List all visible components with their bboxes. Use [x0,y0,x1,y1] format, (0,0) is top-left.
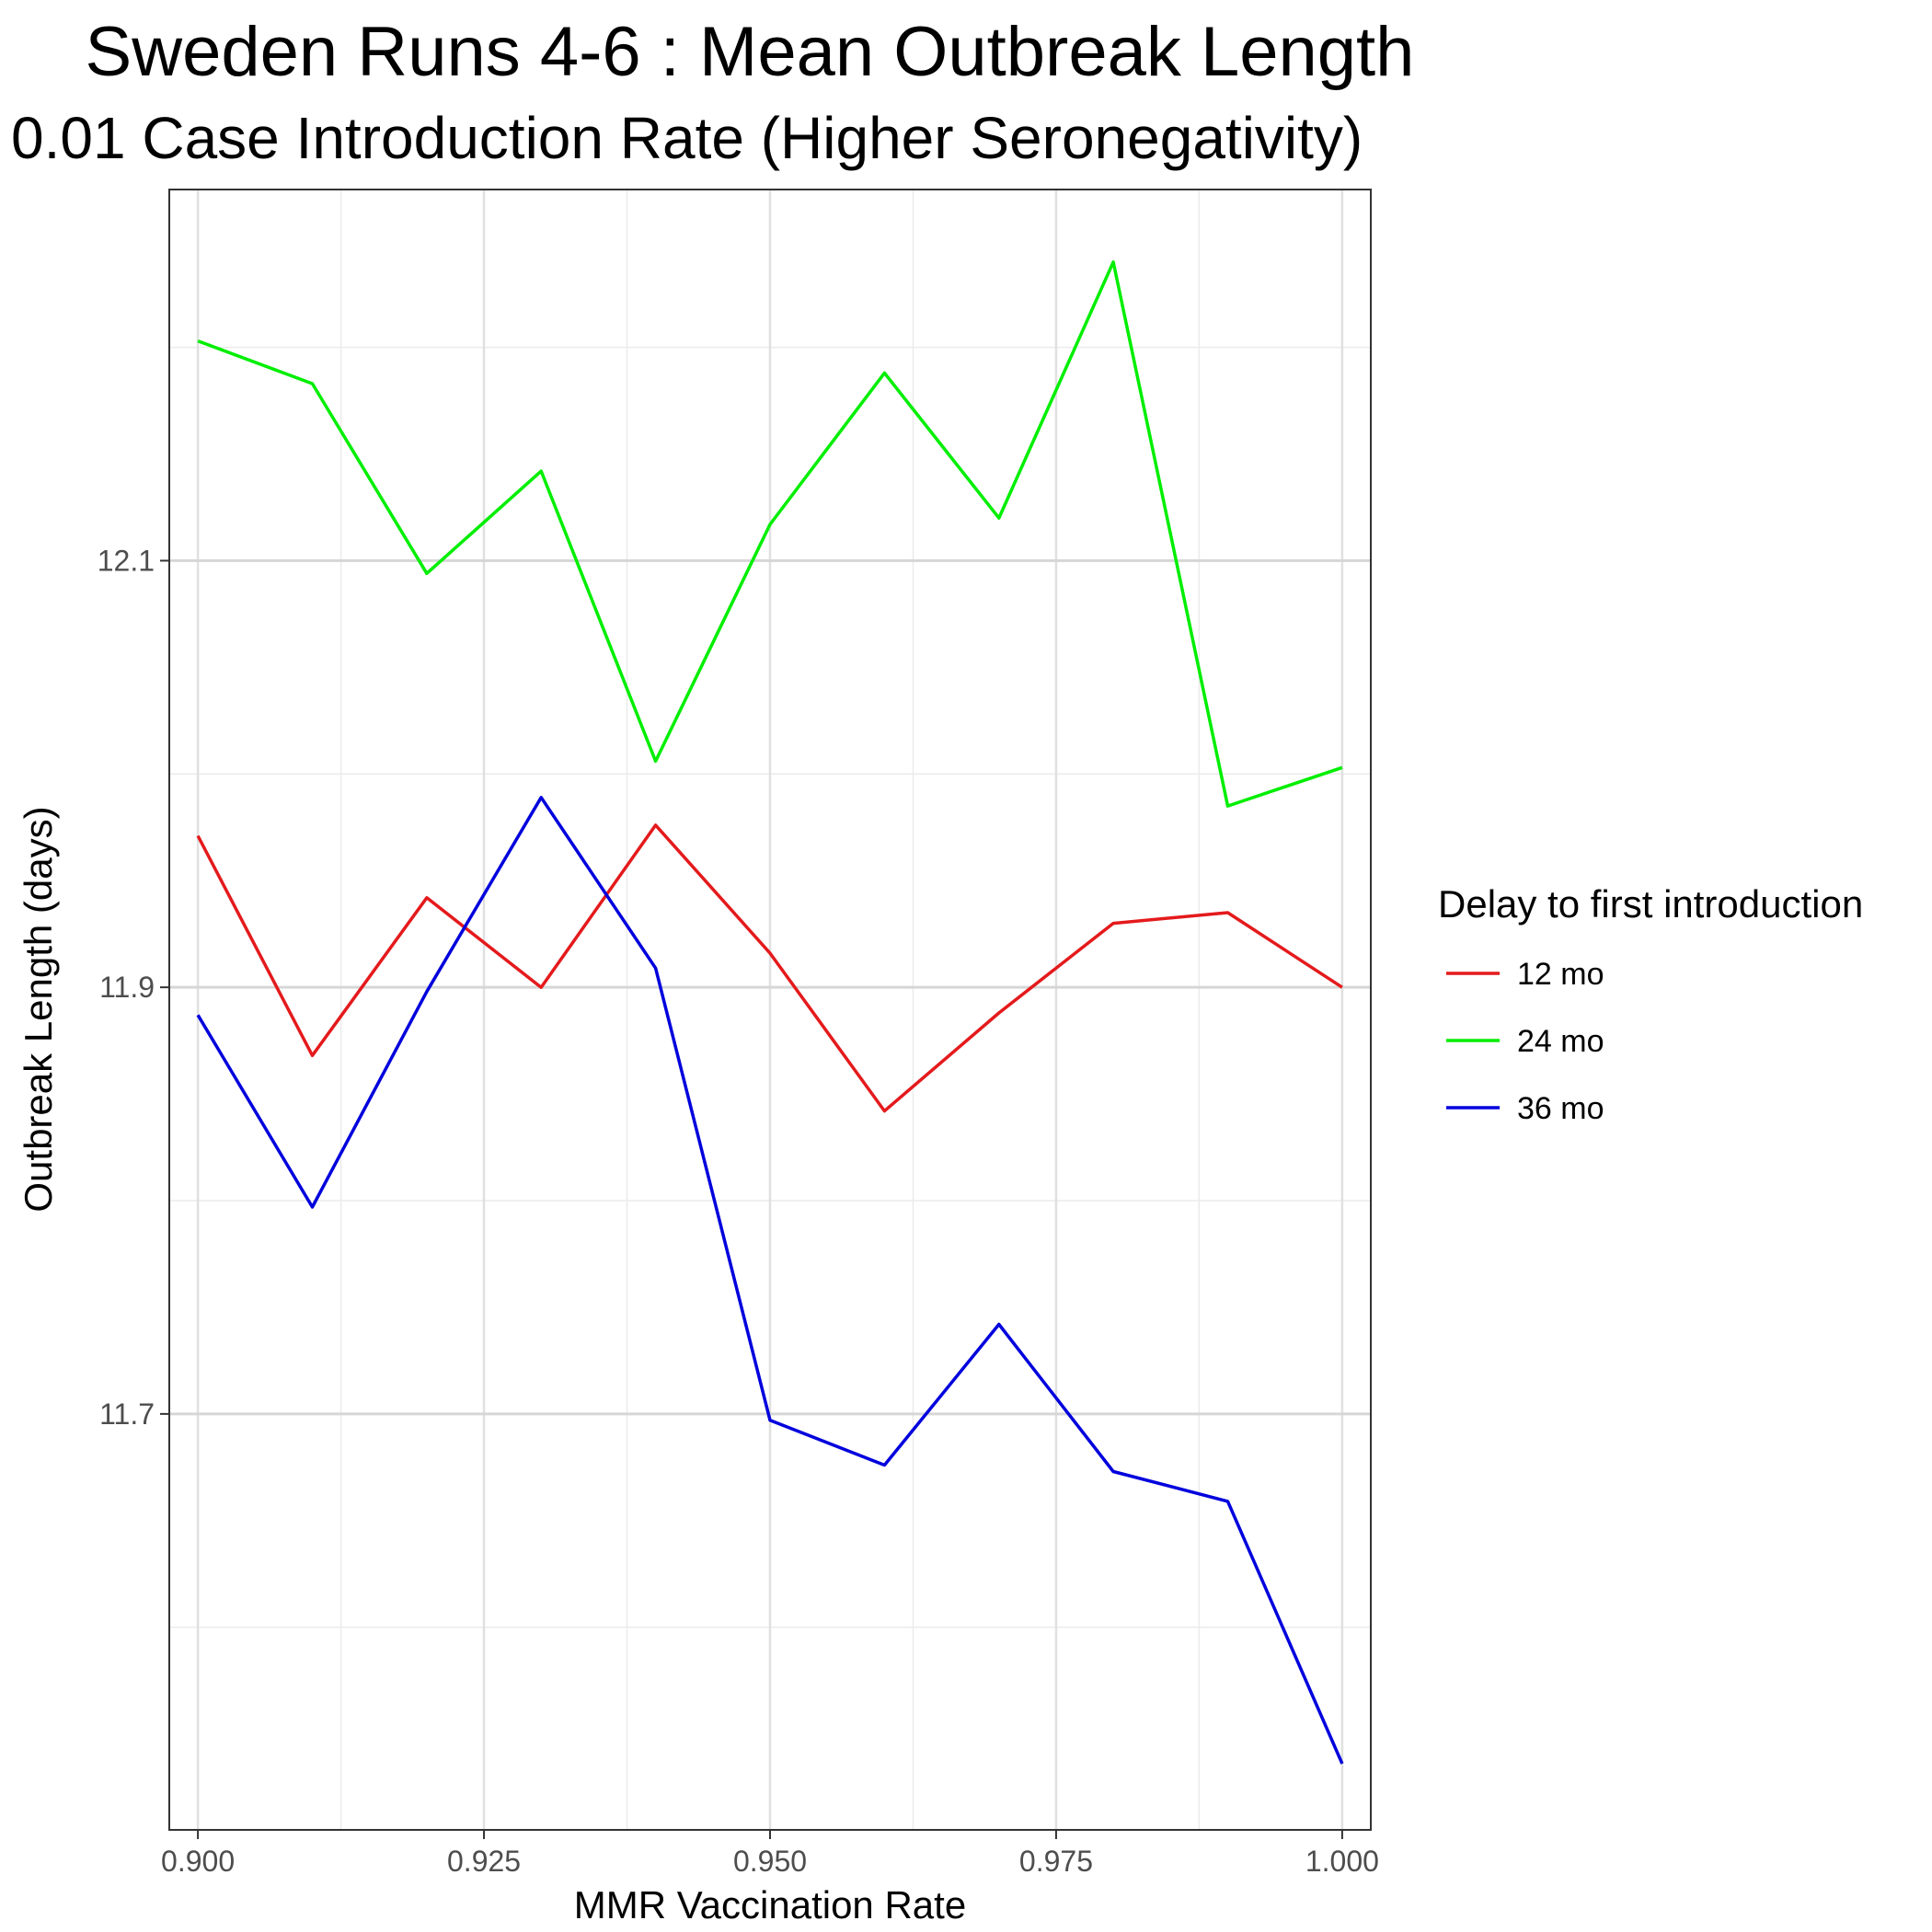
series-line-36-mo [196,796,1344,1765]
y-tick-label: 12.1 [98,544,155,577]
y-axis: 11.7 11.9 12.1 [98,544,169,1431]
x-tick-label: 0.925 [447,1845,521,1878]
y-tick-label: 11.7 [99,1397,155,1431]
x-tick-label: 0.975 [1019,1845,1093,1878]
series-line-12-mo [196,823,1343,1113]
x-axis: 0.900 0.925 0.950 0.975 1.000 [161,1830,1379,1878]
chart-subtitle: 0.01 Case Introduction Rate (Higher Sero… [11,105,1363,171]
x-axis-title: MMR Vaccination Rate [574,1883,966,1926]
y-tick-label: 11.9 [99,971,155,1004]
series-lines [196,260,1344,1765]
y-axis-title: Outbreak Length (days) [17,806,60,1212]
legend-label-36-mo: 36 mo [1517,1091,1604,1126]
legend: Delay to first introduction 12 mo 24 mo 36… [1438,882,1863,1126]
legend-label-12-mo: 12 mo [1517,957,1604,992]
legend-title: Delay to first introduction [1438,882,1863,926]
series-line-24-mo [197,260,1343,808]
x-tick-label: 0.950 [733,1845,807,1878]
x-tick-label: 1.000 [1305,1845,1379,1878]
x-tick-label: 0.900 [161,1845,235,1878]
legend-label-24-mo: 24 mo [1517,1024,1604,1059]
chart-title: Sweden Runs 4-6 : Mean Outbreak Length [86,13,1415,91]
